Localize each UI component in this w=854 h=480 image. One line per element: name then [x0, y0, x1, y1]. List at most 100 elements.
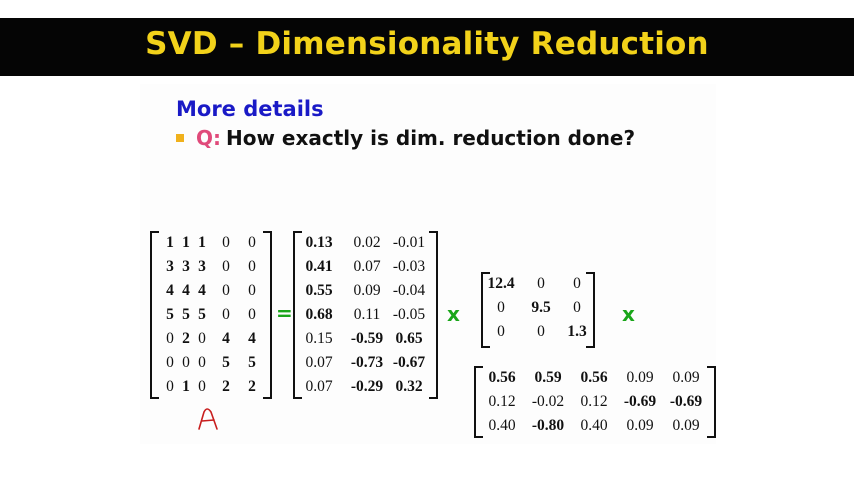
- matrix-cell: 0.12: [488, 393, 516, 410]
- matrix-cell: -0.73: [350, 354, 384, 371]
- matrix-row: 12.4 0 0: [481, 272, 595, 296]
- matrix-cell: 1: [182, 378, 190, 395]
- bullet-question: Q: How exactly is dim. reduction done?: [176, 126, 635, 150]
- matrix-cell: 0: [248, 234, 256, 251]
- matrix-cell: 1: [166, 234, 174, 251]
- matrix-cell: 1: [182, 234, 190, 251]
- slide-body: [140, 84, 716, 444]
- matrix-cell: -0.05: [392, 306, 426, 323]
- title-bar: SVD – Dimensionality Reduction: [0, 18, 854, 76]
- matrix-cell: 0.55: [305, 282, 333, 299]
- matrix-cell: 9.5: [531, 299, 551, 316]
- matrix-bracket-left: [481, 272, 490, 348]
- matrix-cell: 0: [248, 306, 256, 323]
- matrix-cell: 0.59: [534, 369, 562, 386]
- matrix-cell: 0.09: [626, 417, 654, 434]
- matrix-cell: 0: [537, 275, 545, 292]
- multiply-sign-1: x: [447, 302, 460, 326]
- matrix-cell: 4: [166, 282, 174, 299]
- matrix-cell: 0: [198, 330, 206, 347]
- matrix-cell: 1.3: [567, 323, 587, 340]
- matrix-cell: 0.41: [305, 258, 333, 275]
- matrix-cell: 0.40: [488, 417, 516, 434]
- matrix-cell: 3: [182, 258, 190, 275]
- matrix-v-transpose: 0.56 0.59 0.56 0.09 0.09 0.12 -0.02 0.12 -0.69 -0…: [474, 366, 716, 438]
- matrix-cell: 2: [222, 378, 230, 395]
- matrix-cell: 0: [222, 234, 230, 251]
- matrix-cell: 0: [573, 275, 581, 292]
- matrix-cell: 0: [198, 354, 206, 371]
- matrix-cell: 0: [198, 378, 206, 395]
- matrix-row: 0.07 -0.73 -0.67: [293, 351, 438, 375]
- matrix-cell: -0.02: [531, 393, 565, 410]
- matrix-row: 0.41 0.07 -0.03: [293, 255, 438, 279]
- matrix-row: 0 9.5 0: [481, 296, 595, 320]
- matrix-bracket-right: [586, 272, 595, 348]
- matrix-cell: 4: [248, 330, 256, 347]
- matrix-cell: 0: [248, 258, 256, 275]
- matrix-cell: 5: [198, 306, 206, 323]
- matrix-cell: 0.07: [305, 378, 333, 395]
- matrix-row: 0.55 0.09 -0.04: [293, 279, 438, 303]
- matrix-cell: 12.4: [487, 275, 515, 292]
- matrix-cell: 5: [222, 354, 230, 371]
- matrix-row: 0.12 -0.02 0.12 -0.69 -0.69: [474, 390, 716, 414]
- matrix-cell: 0.68: [305, 306, 333, 323]
- matrix-sigma: 12.4 0 0 0 9.5 0 0 0 1.3: [481, 272, 595, 348]
- matrix-cell: 0.09: [626, 369, 654, 386]
- matrix-cell: -0.67: [392, 354, 426, 371]
- matrix-cell: 0.09: [672, 369, 700, 386]
- matrix-cell: 0.56: [580, 369, 608, 386]
- matrix-cell: -0.80: [531, 417, 565, 434]
- equals-sign: =: [276, 301, 293, 325]
- matrix-cell: 0: [497, 299, 505, 316]
- handwritten-a-label: [198, 408, 218, 430]
- multiply-sign-2: x: [622, 302, 635, 326]
- matrix-cell: 4: [198, 282, 206, 299]
- slide-title: SVD – Dimensionality Reduction: [145, 26, 709, 62]
- matrix-row: 0.13 0.02 -0.01: [293, 231, 438, 255]
- matrix-cell: 0.02: [353, 234, 381, 251]
- matrix-cell: -0.03: [392, 258, 426, 275]
- matrix-row: 0.40 -0.80 0.40 0.09 0.09: [474, 414, 716, 438]
- matrix-row: 0.07 -0.29 0.32: [293, 375, 438, 399]
- matrix-cell: 0: [573, 299, 581, 316]
- matrix-cell: 0: [497, 323, 505, 340]
- matrix-cell: 4: [182, 282, 190, 299]
- matrix-bracket-left: [474, 366, 483, 438]
- matrix-cell: 0.12: [580, 393, 608, 410]
- matrix-cell: -0.29: [350, 378, 384, 395]
- matrix-cell: 0: [182, 354, 190, 371]
- matrix-cell: 0.13: [305, 234, 333, 251]
- question-label: Q:: [196, 126, 221, 150]
- matrix-cell: -0.69: [623, 393, 657, 410]
- matrix-cell: 0: [166, 378, 174, 395]
- matrix-cell: 0: [222, 282, 230, 299]
- matrix-cell: 0.32: [395, 378, 423, 395]
- matrix-cell: 0: [222, 306, 230, 323]
- matrix-cell: 0.07: [305, 354, 333, 371]
- matrix-bracket-left: [150, 231, 159, 399]
- matrix-cell: 5: [182, 306, 190, 323]
- matrix-cell: -0.04: [392, 282, 426, 299]
- matrix-row: 0 0 1.3: [481, 320, 595, 344]
- matrix-bracket-right: [429, 231, 438, 399]
- matrix-bracket-right: [707, 366, 716, 438]
- matrix-cell: 0: [537, 323, 545, 340]
- matrix-cell: 0.65: [395, 330, 423, 347]
- matrix-cell: 0: [166, 330, 174, 347]
- matrix-row: 0.68 0.11 -0.05: [293, 303, 438, 327]
- matrix-cell: 5: [248, 354, 256, 371]
- matrix-cell: 0.09: [353, 282, 381, 299]
- matrix-cell: 2: [248, 378, 256, 395]
- matrix-cell: 0: [166, 354, 174, 371]
- matrix-cell: 0.40: [580, 417, 608, 434]
- matrix-row: 0.56 0.59 0.56 0.09 0.09: [474, 366, 716, 390]
- matrix-cell: -0.69: [669, 393, 703, 410]
- matrix-u: 0.13 0.02 -0.01 0.41 0.07 -0.03 0.55 0.09 -0.04 0…: [293, 231, 438, 399]
- matrix-cell: -0.01: [392, 234, 426, 251]
